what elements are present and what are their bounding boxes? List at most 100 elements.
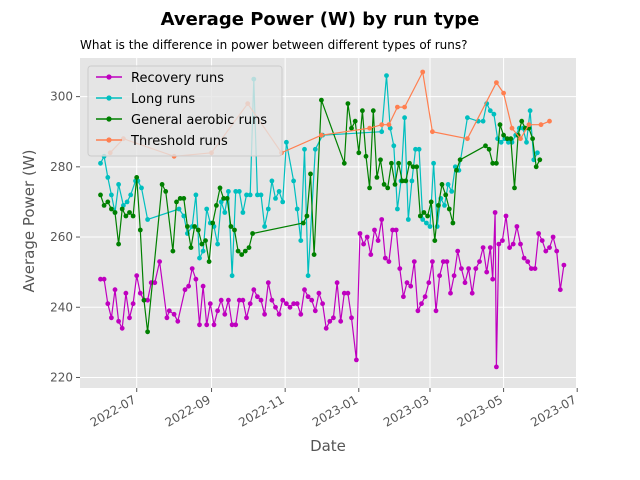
- data-point: [199, 241, 205, 247]
- data-point: [401, 294, 406, 300]
- data-point: [233, 189, 239, 194]
- data-point: [440, 259, 446, 264]
- data-point: [450, 220, 456, 226]
- data-point: [490, 276, 496, 282]
- data-point: [170, 248, 176, 254]
- x-tick-label: 2023-07: [528, 392, 578, 429]
- data-point: [276, 311, 282, 317]
- x-axis: 2022-07 2022-09 2022-11 2023-01 2023-03 2023-…: [88, 388, 579, 430]
- data-point: [444, 259, 450, 264]
- data-point: [537, 157, 543, 163]
- legend-item: Recovery runs: [96, 71, 224, 86]
- data-point: [145, 329, 151, 335]
- data-point: [370, 108, 376, 114]
- data-point: [389, 160, 394, 166]
- data-point: [139, 185, 144, 191]
- data-point: [273, 304, 278, 310]
- data-point: [410, 164, 416, 170]
- data-point: [240, 210, 246, 215]
- data-point: [229, 273, 235, 279]
- data-point: [204, 206, 210, 212]
- data-point: [496, 241, 502, 247]
- legend-marker: [106, 95, 112, 101]
- data-point: [188, 245, 194, 251]
- data-point: [469, 290, 475, 296]
- data-point: [244, 192, 249, 198]
- data-point: [291, 178, 296, 184]
- data-point: [203, 238, 208, 244]
- data-point: [308, 171, 313, 177]
- data-point: [455, 248, 461, 254]
- data-point: [536, 231, 541, 236]
- data-point: [484, 269, 490, 275]
- data-point: [501, 132, 506, 138]
- data-point: [473, 266, 479, 271]
- y-axis-label: Average Power (W): [20, 149, 38, 292]
- data-point: [177, 196, 183, 201]
- legend-label: General aerobic runs: [131, 113, 267, 128]
- legend-marker: [106, 116, 112, 122]
- data-point: [123, 290, 129, 296]
- data-point: [258, 297, 264, 303]
- data-point: [533, 164, 539, 170]
- data-point: [426, 280, 432, 286]
- data-point: [127, 315, 132, 321]
- data-point: [483, 143, 488, 149]
- data-point: [152, 280, 158, 286]
- data-point: [512, 185, 517, 191]
- data-point: [116, 182, 121, 187]
- data-point: [405, 217, 411, 222]
- data-point: [494, 364, 499, 370]
- legend-box: [87, 65, 283, 157]
- data-point: [393, 227, 399, 233]
- data-point: [222, 311, 228, 317]
- data-point: [521, 255, 527, 261]
- data-point: [206, 259, 212, 264]
- data-point: [361, 241, 366, 247]
- data-point: [379, 122, 385, 128]
- data-point: [98, 160, 103, 166]
- data-point: [526, 122, 532, 128]
- data-point: [280, 297, 286, 303]
- data-point: [312, 308, 318, 314]
- data-point: [215, 308, 221, 314]
- data-point: [525, 259, 531, 264]
- data-point: [524, 139, 529, 145]
- data-point: [255, 294, 260, 300]
- legend-item: Long runs: [96, 92, 195, 107]
- legend-marker: [106, 74, 112, 80]
- data-point: [134, 175, 140, 180]
- data-point: [379, 217, 385, 222]
- data-point: [197, 255, 202, 261]
- data-point: [189, 266, 195, 271]
- data-point: [465, 115, 470, 121]
- data-point: [428, 199, 434, 205]
- data-point: [436, 203, 441, 208]
- x-tick-label: 2023-03: [381, 392, 431, 429]
- data-point: [345, 290, 351, 296]
- data-point: [356, 150, 362, 156]
- data-point: [360, 108, 365, 114]
- x-tick-label: 2022-11: [236, 392, 286, 429]
- data-point: [287, 304, 293, 310]
- data-point: [250, 231, 256, 236]
- data-point: [422, 294, 428, 300]
- data-point: [504, 136, 510, 142]
- data-point: [221, 196, 227, 201]
- data-point: [294, 206, 300, 212]
- data-point: [235, 248, 241, 254]
- data-point: [157, 259, 163, 264]
- x-tick-label: 2023-01: [310, 392, 360, 429]
- data-point: [239, 252, 245, 257]
- data-point: [500, 238, 505, 244]
- data-point: [501, 90, 506, 96]
- legend-label: Recovery runs: [131, 71, 224, 86]
- data-point: [116, 241, 121, 247]
- data-point: [185, 224, 190, 229]
- data-point: [477, 259, 482, 264]
- x-tick-label: 2023-05: [455, 392, 505, 429]
- data-point: [228, 224, 234, 229]
- data-point: [232, 227, 237, 233]
- data-point: [123, 213, 129, 219]
- data-point: [518, 241, 523, 247]
